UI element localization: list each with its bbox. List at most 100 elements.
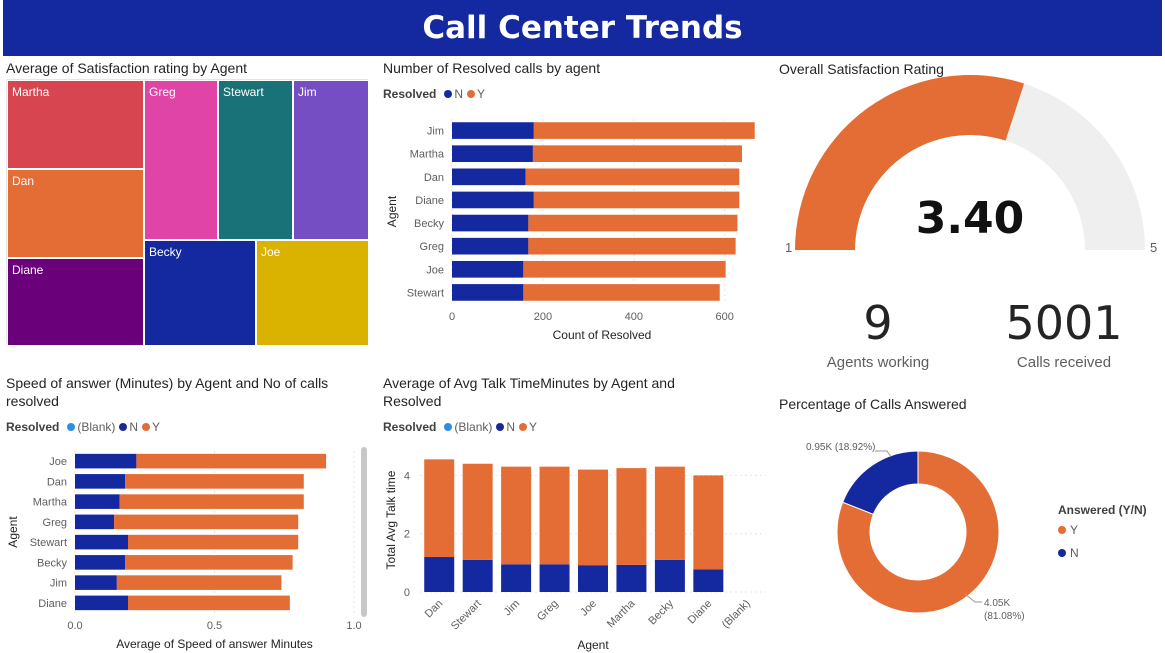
x-axis-title: Agent <box>577 638 609 652</box>
legend-item-y[interactable]: Y <box>519 420 537 434</box>
bar-n-diane <box>452 191 534 209</box>
legend-dot-icon <box>1058 549 1066 557</box>
legend-label: Y <box>1070 523 1079 537</box>
treemap-visual[interactable]: Martha Greg Stewart Jim Dan Becky Joe Di… <box>6 79 369 346</box>
legend-label: Y <box>477 87 486 101</box>
y-tick-label: Martha <box>33 497 68 509</box>
treemap-tile-label: Greg <box>149 85 176 99</box>
x-tick-label: 600 <box>716 311 734 323</box>
bar-y-dan <box>525 168 740 186</box>
bar-y-dan <box>424 459 455 558</box>
donut-slice-n <box>842 450 919 515</box>
legend-dot-icon <box>444 423 453 431</box>
resolved-chart[interactable]: 0 200 400 600 Jim Martha Dan Diane Becky Greg Joe S… <box>380 110 755 350</box>
y-tick-label: Diane <box>415 195 444 207</box>
bar-n-jim <box>75 575 117 590</box>
legend-label: N <box>1070 546 1079 560</box>
treemap-tile-greg[interactable]: Greg <box>144 80 218 240</box>
y-tick-label: Joe <box>49 456 67 468</box>
bar-n-stewart <box>75 534 129 550</box>
bar-y-becky <box>654 466 685 560</box>
bar-n-joe <box>578 565 608 592</box>
y-tick-label: 4 <box>404 470 410 482</box>
donut-legend-title: Answered (Y/N) <box>1058 503 1147 517</box>
treemap-tile-label: Joe <box>261 245 281 259</box>
y-tick-label: Dan <box>47 476 67 488</box>
donut-legend-item-n[interactable]: N <box>1058 546 1079 560</box>
bar-n-diane <box>75 595 129 611</box>
bar-y-greg <box>539 466 570 565</box>
y-tick-label: 0 <box>404 587 410 599</box>
legend-title: Resolved <box>6 420 60 434</box>
legend-label: N <box>506 420 516 434</box>
x-tick-label: Greg <box>535 598 561 624</box>
y-axis-title: Agent <box>385 195 399 227</box>
answered-donut[interactable] <box>775 420 1165 653</box>
legend-item-blank[interactable]: (Blank) <box>67 420 115 434</box>
y-tick-label: Jim <box>427 126 444 138</box>
x-axis-title: Average of Speed of answer Minutes <box>116 637 313 651</box>
kpi-agents-value: 9 <box>863 296 893 350</box>
legend-item-blank[interactable]: (Blank) <box>444 420 492 434</box>
legend-dot-icon <box>1058 526 1066 534</box>
y-tick-label: Greg <box>43 517 67 529</box>
y-tick-label: Joe <box>426 264 444 276</box>
legend-label: Y <box>529 420 538 434</box>
treemap-tile-stewart[interactable]: Stewart <box>218 80 293 240</box>
gauge-min-label: 1 <box>785 240 793 255</box>
legend-item-n[interactable]: N <box>119 420 138 434</box>
talk-chart[interactable]: 0 2 4 Dan Stewart Jim Greg Joe Martha Becky Diane(… <box>380 445 772 653</box>
talk-chart-title: Average of Avg Talk TimeMinutes by Agent… <box>383 375 675 409</box>
y-tick-label: Greg <box>420 241 444 253</box>
treemap-tile-jim[interactable]: Jim <box>293 80 369 240</box>
legend-item-y[interactable]: Y <box>142 420 160 434</box>
speed-chart-scrollbar[interactable] <box>361 447 367 617</box>
donut-label-n: 0.95K (18.92%) <box>806 442 876 453</box>
treemap-tile-label: Becky <box>149 245 182 259</box>
bar-n-stewart <box>462 559 493 592</box>
y-tick-label: Martha <box>410 149 445 161</box>
bar-y-joe <box>523 260 726 278</box>
bar-n-martha <box>452 145 533 163</box>
x-tick-label: Diane <box>686 598 715 627</box>
x-tick-label: Dan <box>423 598 446 621</box>
bar-y-stewart <box>462 463 493 560</box>
bar-y-jim <box>501 466 532 565</box>
donut-slice-y <box>836 450 1000 614</box>
gauge-title: Overall Satisfaction Rating <box>779 61 944 77</box>
gauge-value: 3.40 <box>915 193 1025 244</box>
header-banner: Call Center Trends <box>3 0 1162 56</box>
donut-leader-n <box>875 450 892 458</box>
legend-item-n[interactable]: N <box>444 87 463 101</box>
bar-y-dan <box>125 474 304 489</box>
donut-legend-item-y[interactable]: Y <box>1058 523 1078 537</box>
bar-y-martha <box>532 145 742 163</box>
bar-y-diane <box>533 191 740 209</box>
treemap-tile-martha[interactable]: Martha <box>7 80 144 169</box>
treemap-tile-dan[interactable]: Dan <box>7 169 144 258</box>
bar-y-greg <box>114 514 299 530</box>
kpi-calls-label: Calls received <box>1016 354 1112 371</box>
legend-dot-icon <box>444 90 453 98</box>
treemap-tile-becky[interactable]: Becky <box>144 240 256 346</box>
donut-label-y-value: 4.05K <box>984 598 1011 609</box>
bar-n-becky <box>654 559 685 592</box>
bar-y-martha <box>119 494 304 509</box>
y-tick-label: 2 <box>404 529 410 541</box>
bar-y-jim <box>533 122 755 139</box>
y-axis-title: Agent <box>6 516 20 548</box>
bar-y-becky <box>125 555 293 570</box>
satisfaction-gauge[interactable] <box>775 75 1165 265</box>
legend-dot-icon <box>142 423 151 431</box>
legend-label: N <box>454 87 464 101</box>
treemap-tile-diane[interactable]: Diane <box>7 258 144 346</box>
legend-item-n[interactable]: N <box>496 420 515 434</box>
speed-chart[interactable]: 0.0 0.5 1.0 Joe Dan Martha Greg Stewart Becky Jim… <box>0 445 372 653</box>
bar-y-stewart <box>128 534 299 550</box>
y-tick-label: Becky <box>414 218 444 230</box>
legend-item-y[interactable]: Y <box>467 87 485 101</box>
treemap-tile-joe[interactable]: Joe <box>256 240 369 346</box>
x-tick-label: Stewart <box>449 598 484 633</box>
y-tick-label: Stewart <box>407 287 444 299</box>
bar-n-dan <box>75 474 126 489</box>
